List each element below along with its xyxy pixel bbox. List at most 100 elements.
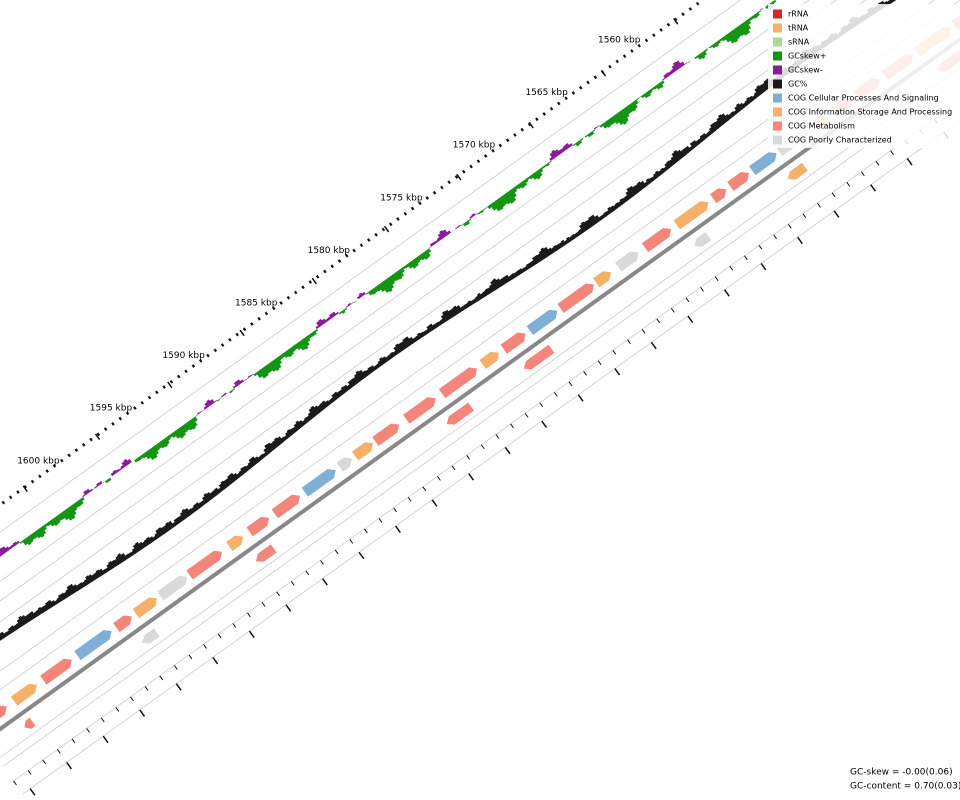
ruler-dot [308,280,313,284]
gc-content-bar [460,305,466,311]
minor-tick [57,749,61,754]
ruler-dot [133,406,137,410]
gc-skew-bar [29,533,36,541]
gene [446,402,475,425]
gc-content-bar [426,325,433,333]
gc-content-bar [295,420,303,429]
ruler-dot [549,106,554,111]
gc-skew-bar [691,57,695,60]
gc-content-bar [206,492,214,500]
gc-content-bar [721,113,729,123]
gc-skew-bar [182,423,190,432]
gc-content-bar [167,520,175,529]
major-tick [102,735,109,744]
gc-content-bar [218,483,226,491]
gc-content-bar [387,353,393,360]
gc-skew-bar [89,488,93,492]
gc-content-bar [689,145,694,151]
legend-label: GCskew+ [788,52,826,61]
gc-skew-bar [315,325,320,330]
gc-skew-bar [107,477,112,482]
gc-content-bar [698,137,704,144]
gc-content-bar [365,369,372,376]
ruler-dot [381,227,386,232]
gc-skew-bar [370,288,377,295]
gc-content-bar [622,196,628,203]
ruler-dot [637,43,641,48]
gc-skew-bar [102,481,106,484]
ruler-major-tick [167,381,173,389]
gene [372,423,400,446]
gc-skew-bar [290,346,296,353]
gc-content-bar [385,355,391,362]
gc-content-bar [654,170,661,177]
gc-skew-bar [24,537,32,546]
gc-skew-bar [675,60,683,69]
gc-content-bar [578,228,584,235]
gene [255,544,277,562]
minor-tick [276,591,281,597]
gc-skew-bar [143,451,151,460]
major-tick [723,289,730,297]
gc-skew-bar [358,292,364,298]
gc-content-bar [63,591,70,598]
ruler-dot [38,474,42,479]
minor-tick [612,349,617,355]
gc-content-bar [504,274,512,283]
gc-content-bar [565,236,572,243]
gc-content-bar [0,632,4,641]
gc-content-bar [717,114,727,125]
gc-content-bar [400,340,408,350]
major-tick [29,788,36,796]
gc-skew-bar [740,22,751,34]
ruler-dot [659,28,663,32]
gc-skew-bar [8,545,13,550]
gc-skew-bar [41,524,47,531]
gc-skew-bar [250,373,254,377]
minor-tick [232,623,237,628]
gc-skew-bar [709,45,713,49]
gc-skew-bar [446,230,452,235]
gc-content-bar [91,573,98,581]
ruler-dot [535,117,539,122]
gene [403,397,436,424]
gc-content-bar [286,429,294,437]
gc-skew-bar [223,392,227,396]
gc-skew-bar [46,521,52,527]
gc-content-bar [389,351,396,358]
gc-skew-bar [229,390,233,394]
gc-skew-bar [655,83,661,90]
ruler-dot [184,369,188,374]
gc-content-bar [395,343,403,353]
gene [727,172,750,191]
gc-content-bar [131,547,138,555]
ruler-dot [432,190,437,195]
gc-skew-bar [509,188,517,198]
gc-content-bar [134,541,143,551]
gc-skew-bar [762,6,766,9]
major-tick [139,709,146,717]
gc-skew-bar [92,487,96,491]
gc-content-bar [586,219,594,228]
gc-skew-bar [711,43,717,49]
gc-skew-bar [582,136,586,139]
gc-skew-bar [160,439,169,448]
gc-skew-bar [484,206,488,209]
gc-skew-bar [34,530,42,539]
gc-content-bar [138,541,146,550]
gc-content-bar [362,370,369,377]
gc-skew-bar [492,201,501,212]
gc-content-bar [198,501,204,508]
gc-skew-bar [721,36,726,42]
gc-content-bar [302,419,308,425]
ruler-dot [140,400,144,405]
gc-skew-bar [233,381,240,387]
gc-content-bar [473,297,479,303]
gc-skew-bar [65,507,76,520]
gc-skew-bar [526,176,531,181]
minor-tick [349,539,354,544]
gc-skew-bar [609,117,616,125]
minor-tick [685,297,690,303]
gc-skew-bar [713,41,720,48]
gc-skew-bar [743,20,752,30]
